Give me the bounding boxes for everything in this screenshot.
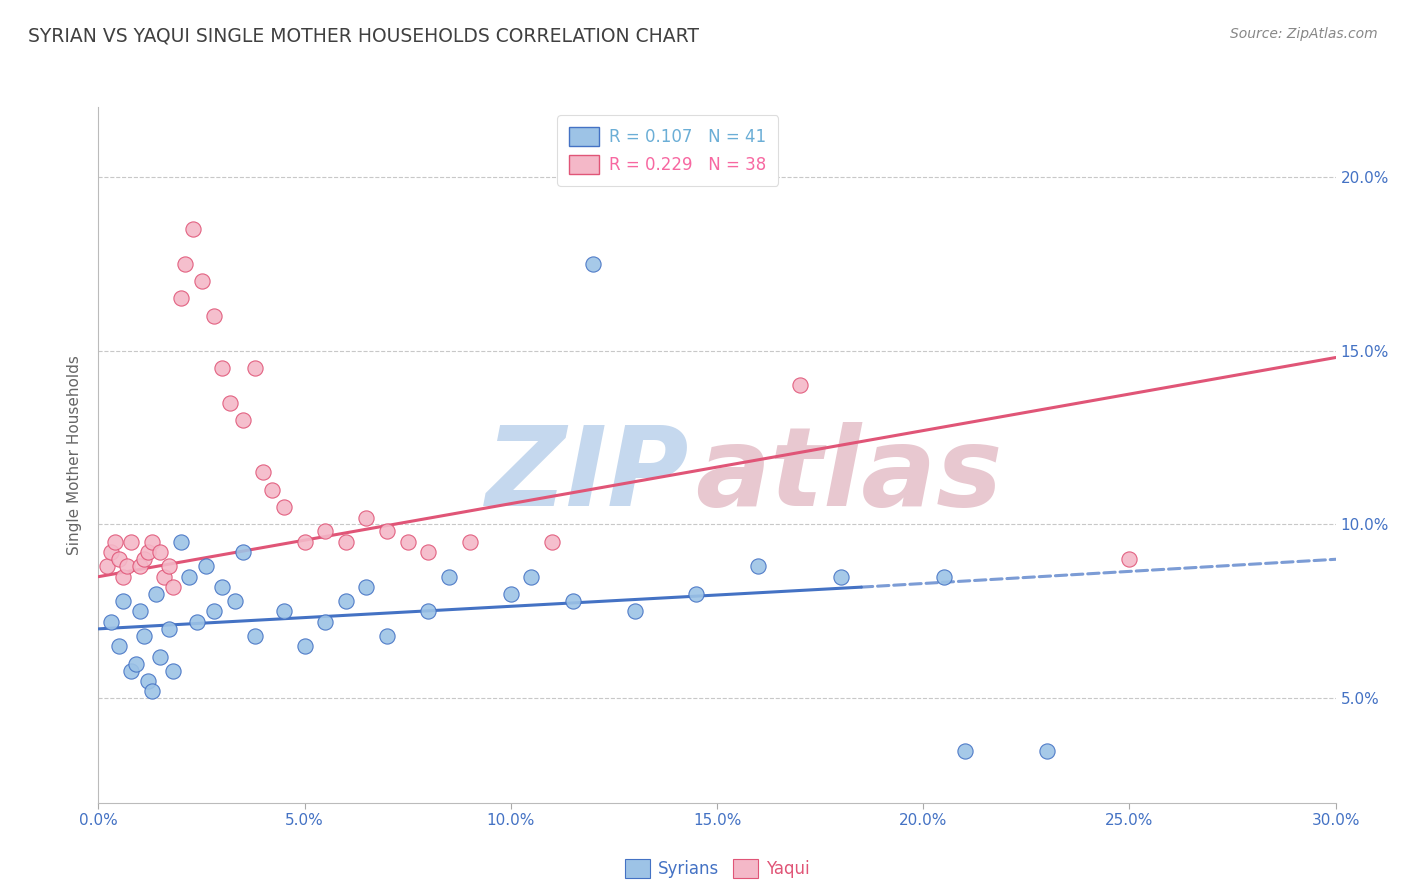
Point bbox=[157, 559, 180, 574]
Point bbox=[232, 545, 254, 559]
Point bbox=[314, 524, 336, 539]
Point bbox=[243, 360, 266, 375]
Point bbox=[153, 570, 176, 584]
Point bbox=[335, 594, 357, 608]
Legend: Syrians, Yaqui: Syrians, Yaqui bbox=[619, 853, 815, 885]
Point bbox=[830, 570, 852, 584]
Point bbox=[145, 587, 167, 601]
Point bbox=[418, 605, 440, 619]
Point bbox=[294, 639, 316, 653]
Point bbox=[108, 639, 131, 653]
Point bbox=[181, 221, 204, 235]
Text: SYRIAN VS YAQUI SINGLE MOTHER HOUSEHOLDS CORRELATION CHART: SYRIAN VS YAQUI SINGLE MOTHER HOUSEHOLDS… bbox=[28, 27, 699, 45]
Point bbox=[396, 534, 419, 549]
Point bbox=[108, 552, 131, 566]
Point bbox=[141, 534, 163, 549]
Point bbox=[335, 534, 357, 549]
Point bbox=[273, 500, 295, 514]
Text: Source: ZipAtlas.com: Source: ZipAtlas.com bbox=[1230, 27, 1378, 41]
Point bbox=[211, 580, 233, 594]
Point bbox=[747, 559, 769, 574]
Point bbox=[375, 524, 398, 539]
Point bbox=[932, 570, 955, 584]
Point bbox=[202, 309, 225, 323]
Point bbox=[112, 594, 135, 608]
Point bbox=[252, 466, 274, 480]
Point bbox=[162, 664, 184, 678]
Point bbox=[541, 534, 564, 549]
Point bbox=[789, 378, 811, 392]
Point bbox=[458, 534, 481, 549]
Point bbox=[124, 657, 146, 671]
Point bbox=[132, 629, 155, 643]
Point bbox=[520, 570, 543, 584]
Point bbox=[211, 360, 233, 375]
Point bbox=[232, 413, 254, 427]
Point bbox=[149, 649, 172, 664]
Point bbox=[128, 559, 150, 574]
Point bbox=[194, 559, 217, 574]
Point bbox=[190, 274, 212, 288]
Point bbox=[418, 545, 440, 559]
Point bbox=[100, 615, 122, 629]
Point bbox=[314, 615, 336, 629]
Point bbox=[162, 580, 184, 594]
Point bbox=[356, 510, 378, 524]
Point bbox=[623, 605, 645, 619]
Point bbox=[141, 684, 163, 698]
Point bbox=[561, 594, 583, 608]
Point bbox=[685, 587, 707, 601]
Point bbox=[104, 534, 127, 549]
Point bbox=[186, 615, 208, 629]
Point bbox=[356, 580, 378, 594]
Point bbox=[243, 629, 266, 643]
Point bbox=[149, 545, 172, 559]
Point bbox=[375, 629, 398, 643]
Point bbox=[174, 256, 197, 270]
Point bbox=[96, 559, 118, 574]
Point bbox=[128, 605, 150, 619]
Point bbox=[582, 256, 605, 270]
Point bbox=[100, 545, 122, 559]
Point bbox=[202, 605, 225, 619]
Text: ZIP: ZIP bbox=[486, 422, 690, 529]
Point bbox=[136, 545, 159, 559]
Point bbox=[219, 395, 242, 409]
Point bbox=[170, 291, 193, 305]
Point bbox=[260, 483, 283, 497]
Point bbox=[273, 605, 295, 619]
Point bbox=[224, 594, 246, 608]
Point bbox=[157, 622, 180, 636]
Point bbox=[132, 552, 155, 566]
Point bbox=[136, 674, 159, 689]
Point bbox=[170, 534, 193, 549]
Point bbox=[179, 570, 201, 584]
Point bbox=[294, 534, 316, 549]
Point bbox=[437, 570, 460, 584]
Point bbox=[120, 534, 142, 549]
Point bbox=[120, 664, 142, 678]
Point bbox=[953, 744, 976, 758]
Point bbox=[112, 570, 135, 584]
Point bbox=[499, 587, 522, 601]
Point bbox=[117, 559, 139, 574]
Y-axis label: Single Mother Households: Single Mother Households bbox=[67, 355, 83, 555]
Point bbox=[1118, 552, 1140, 566]
Text: atlas: atlas bbox=[695, 422, 1002, 529]
Point bbox=[1036, 744, 1059, 758]
